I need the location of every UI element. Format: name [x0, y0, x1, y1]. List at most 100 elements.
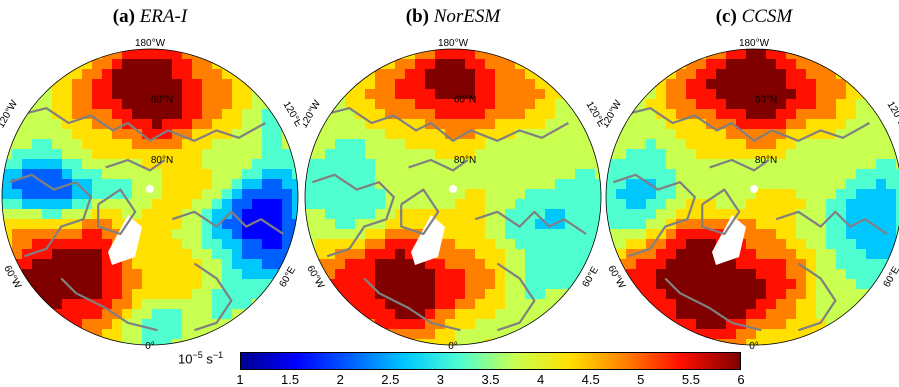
field-cell [52, 119, 63, 130]
field-cell [385, 69, 396, 80]
field-cell [242, 179, 253, 190]
field-cell [365, 299, 376, 310]
field-cell [515, 149, 526, 160]
field-cell [445, 219, 456, 230]
field-cell [575, 109, 586, 120]
coastline [701, 188, 741, 236]
field-cell [315, 219, 326, 230]
field-cell [746, 279, 757, 290]
field-cell [315, 209, 326, 220]
field-cell [826, 119, 837, 130]
panel-noresm: (b) NorESM 180°W 120°W 120°E 60°W 60°E 0° 60°N… [303, 0, 603, 352]
field-cell [152, 49, 163, 60]
field-cell [152, 209, 163, 220]
field-cell [565, 169, 576, 180]
field-cell [425, 319, 436, 330]
field-cell [142, 299, 153, 310]
field-cell [465, 209, 476, 220]
field-cell [786, 309, 797, 320]
field-cell [736, 179, 747, 190]
field-cell [152, 329, 163, 340]
field-cell [92, 189, 103, 200]
field-cell [616, 149, 627, 160]
field-cell [886, 249, 897, 260]
field-cell [142, 169, 153, 180]
field-cell [192, 179, 203, 190]
field-cell [475, 89, 486, 100]
field-cell [182, 49, 193, 60]
field-cell [395, 229, 406, 240]
field-cell [656, 149, 667, 160]
field-cell [766, 99, 777, 110]
field-cell [595, 179, 601, 190]
field-cell [355, 199, 366, 210]
field-cell [12, 219, 23, 230]
field-cell [796, 249, 807, 260]
field-cell [696, 49, 707, 60]
field-cell [335, 239, 346, 250]
field-cell [355, 129, 366, 140]
field-cell [415, 109, 426, 120]
field-cell [445, 239, 456, 250]
field-cell [282, 139, 293, 150]
field-cell [425, 269, 436, 280]
field-cell [202, 309, 213, 320]
field-cell [646, 239, 657, 250]
field-cell [325, 259, 336, 270]
field-cell [425, 99, 436, 110]
field-cell [42, 259, 53, 270]
field-cell [365, 269, 376, 280]
field-cell [636, 159, 647, 170]
field-cell [495, 199, 506, 210]
field-cell [162, 229, 173, 240]
field-cell [505, 199, 516, 210]
field-cell [445, 199, 456, 210]
field-cell [696, 169, 707, 180]
field-cell [806, 329, 817, 340]
field-cell [162, 289, 173, 300]
field-cell [686, 159, 697, 170]
field-cell [505, 69, 516, 80]
field-cell [575, 139, 586, 150]
field-cell [575, 149, 586, 160]
field-cell [876, 179, 887, 190]
field-cell [555, 299, 566, 310]
field-cell [646, 219, 657, 230]
coastline [775, 210, 888, 235]
field-cell [82, 299, 93, 310]
field-cell [52, 279, 63, 290]
field-cell [345, 99, 356, 110]
field-cell [405, 189, 416, 200]
field-cell [525, 219, 536, 230]
field-cell [62, 99, 73, 110]
field-cell [192, 139, 203, 150]
field-cell [475, 99, 486, 110]
field-cell [112, 209, 123, 220]
field-cell [202, 279, 213, 290]
field-cell [415, 169, 426, 180]
field-cell [505, 329, 516, 340]
field-cell [786, 49, 797, 60]
field-cell [22, 199, 33, 210]
field-cell [616, 189, 627, 200]
field-cell [555, 159, 566, 170]
field-cell [716, 219, 727, 230]
field-cell [455, 49, 466, 60]
field-cell [72, 229, 83, 240]
field-cell [676, 109, 687, 120]
field-cell [365, 109, 376, 120]
field-cell [746, 169, 757, 180]
field-cell [192, 169, 203, 180]
field-cell [22, 239, 33, 250]
field-cell [816, 219, 827, 230]
field-cell [686, 239, 697, 250]
field-cell [2, 139, 13, 150]
field-cell [836, 219, 847, 230]
field-cell [212, 289, 223, 300]
field-cell [272, 109, 283, 120]
field-cell [776, 149, 787, 160]
field-cell [826, 209, 837, 220]
field-cell [212, 309, 223, 320]
field-cell [776, 89, 787, 100]
field-cell [806, 99, 817, 110]
